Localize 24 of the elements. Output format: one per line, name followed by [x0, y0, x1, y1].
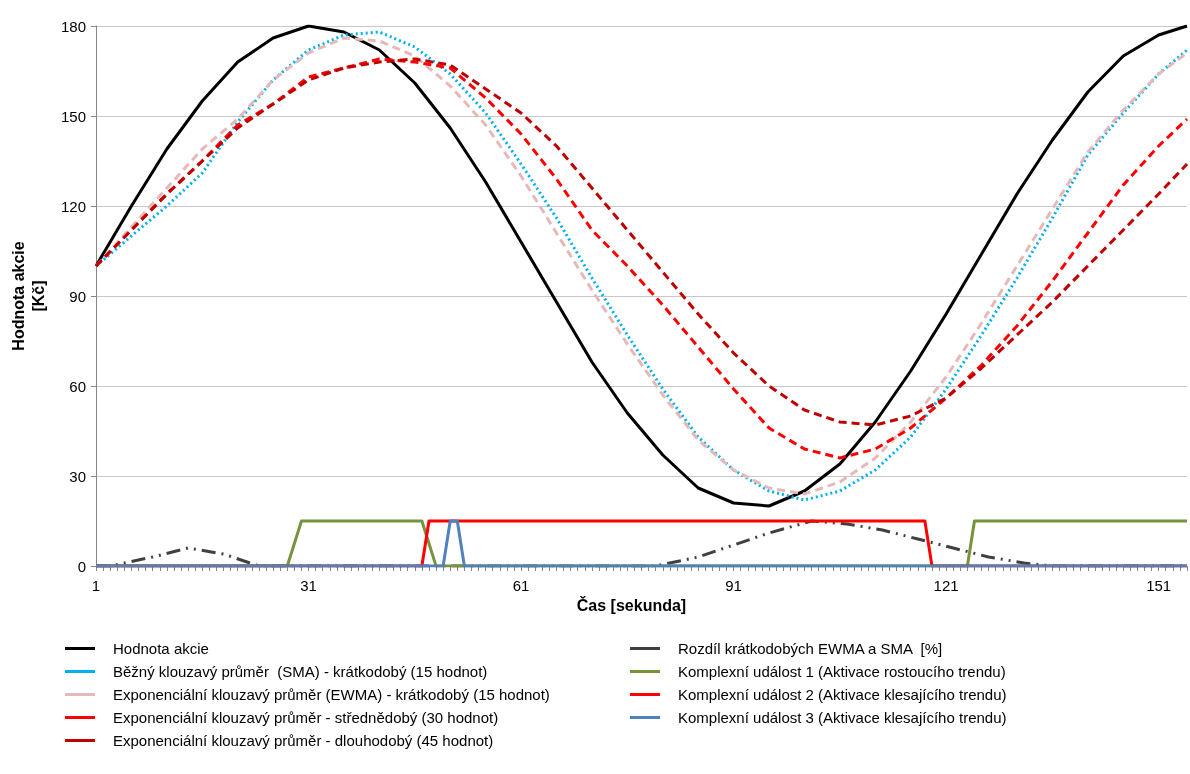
- legend-label: Komplexní událost 1 (Aktivace rostoucího trendu): [678, 663, 1006, 680]
- legend-label: Exponenciální klouzavý průměr - střednědobý (30 hodnot): [113, 709, 499, 726]
- x-tick-label: 31: [300, 577, 317, 594]
- x-tick-label: 121: [933, 577, 959, 594]
- x-tick-label: 151: [1146, 577, 1172, 594]
- y-tick-label: 60: [69, 377, 86, 395]
- legend-label: Běžný klouzavý průměr (SMA) - krátkodobý (15 hodnot): [113, 663, 488, 680]
- legend-label: Komplexní událost 3 (Aktivace klesajícího trendu): [678, 709, 1007, 726]
- legend-label: Exponenciální klouzavý průměr - dlouhodobý (45 hodnot): [113, 732, 494, 749]
- y-tick-label: 90: [69, 287, 86, 305]
- legend-label: Exponenciální klouzavý průměr (EWMA) - krátkodobý (15 hodnot): [113, 686, 550, 703]
- x-tick-label: 61: [512, 577, 530, 594]
- legend-label: Rozdíl krátkodobých EWMA a SMA [%]: [678, 640, 943, 657]
- y-axis-title: Hodnota akcie [Kč]: [9, 241, 47, 351]
- x-tick-label: 1: [91, 577, 101, 594]
- x-tick-label: 91: [725, 577, 742, 594]
- y-tick-label: 30: [69, 467, 86, 485]
- y-tick-label: 180: [60, 17, 86, 35]
- y-tick-label: 120: [60, 197, 86, 215]
- legend-label: Komplexní událost 2 (Aktivace klesajícího trendu): [678, 686, 1007, 703]
- y-tick-label: 150: [60, 107, 86, 125]
- y-tick-label: 0: [77, 557, 86, 575]
- legend-label: Hodnota akcie: [113, 640, 209, 657]
- x-axis-title: Čas [sekunda]: [576, 596, 687, 615]
